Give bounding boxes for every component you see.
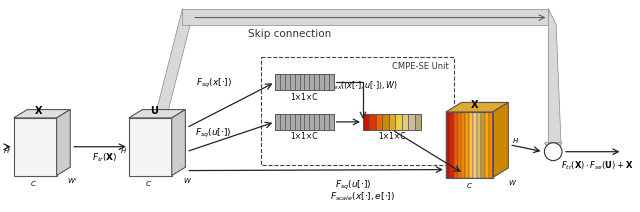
Bar	[314, 114, 319, 130]
Polygon shape	[446, 102, 508, 112]
Polygon shape	[485, 112, 489, 177]
Bar	[309, 74, 314, 90]
Text: $F_{tr}(\mathbf{X})$: $F_{tr}(\mathbf{X})$	[92, 151, 117, 164]
Polygon shape	[450, 112, 454, 177]
Polygon shape	[548, 9, 561, 143]
Bar	[319, 114, 324, 130]
Polygon shape	[493, 102, 508, 177]
Polygon shape	[172, 110, 186, 176]
Bar	[305, 74, 309, 90]
Bar	[275, 114, 333, 130]
Text: $\oplus$: $\oplus$	[547, 145, 559, 159]
Bar	[396, 114, 402, 130]
Polygon shape	[461, 112, 465, 177]
Text: $F_{sq}(x[\cdot])$: $F_{sq}(x[\cdot])$	[196, 77, 232, 90]
Text: $\mathbf{X}$: $\mathbf{X}$	[35, 104, 44, 116]
Bar	[329, 74, 333, 90]
Polygon shape	[454, 112, 458, 177]
Polygon shape	[13, 118, 56, 176]
Bar	[369, 114, 376, 130]
Text: $C$: $C$	[145, 179, 152, 188]
Text: $W'$: $W'$	[67, 176, 77, 186]
Bar	[363, 114, 422, 130]
Text: CMPE-SE Unit: CMPE-SE Unit	[392, 62, 449, 71]
Text: $H$: $H$	[120, 146, 127, 155]
Bar	[309, 114, 314, 130]
Bar	[314, 74, 319, 90]
Bar	[294, 74, 300, 90]
Polygon shape	[477, 112, 481, 177]
Bar	[324, 114, 329, 130]
Text: Skip connection: Skip connection	[248, 29, 332, 39]
Polygon shape	[13, 110, 70, 118]
Bar	[280, 114, 285, 130]
Bar	[415, 114, 422, 130]
Bar	[280, 74, 285, 90]
Bar	[363, 114, 369, 130]
Bar	[383, 114, 389, 130]
Polygon shape	[458, 112, 461, 177]
Polygon shape	[489, 112, 493, 177]
Text: $C$: $C$	[466, 181, 473, 190]
Bar	[376, 114, 383, 130]
Bar	[290, 74, 294, 90]
Text: $F_{ex}(\langle x[\cdot],u[\cdot]\rangle,W)$: $F_{ex}(\langle x[\cdot],u[\cdot]\rangle…	[328, 79, 397, 91]
Polygon shape	[473, 112, 477, 177]
Text: 1×1×C: 1×1×C	[291, 93, 318, 102]
Text: $F_{sq}(u[\cdot])$: $F_{sq}(u[\cdot])$	[195, 127, 232, 140]
Polygon shape	[545, 143, 562, 157]
Polygon shape	[129, 110, 186, 118]
Bar	[275, 114, 280, 130]
Bar	[182, 9, 548, 25]
Text: $\mathbf{U}$: $\mathbf{U}$	[150, 104, 159, 116]
Text: $W$: $W$	[183, 176, 192, 185]
Bar	[275, 74, 280, 90]
Circle shape	[545, 143, 562, 161]
Bar	[319, 74, 324, 90]
Bar	[300, 74, 305, 90]
Bar	[408, 114, 415, 130]
Polygon shape	[129, 118, 172, 176]
Text: $F_{tr}(\mathbf{X})\cdot F_{se}(\mathbf{U})+\mathbf{X}$: $F_{tr}(\mathbf{X})\cdot F_{se}(\mathbf{…	[561, 159, 634, 172]
Text: $F_{sq}(u[\cdot])$: $F_{sq}(u[\cdot])$	[335, 179, 371, 192]
Text: 1×1×C: 1×1×C	[378, 132, 406, 141]
Bar	[402, 114, 408, 130]
Bar	[294, 114, 300, 130]
Bar	[275, 74, 333, 90]
Bar	[290, 114, 294, 130]
Text: $W$: $W$	[508, 178, 517, 187]
Text: $H'$: $H'$	[3, 146, 12, 156]
Polygon shape	[481, 112, 485, 177]
Text: $C$: $C$	[29, 179, 36, 188]
Bar	[285, 74, 290, 90]
Bar	[329, 114, 333, 130]
Polygon shape	[446, 112, 450, 177]
Bar	[285, 114, 290, 130]
Polygon shape	[155, 9, 190, 116]
Polygon shape	[469, 112, 473, 177]
Bar	[305, 114, 309, 130]
Text: $F_{scale}(x[\cdot],e[\cdot])$: $F_{scale}(x[\cdot],e[\cdot])$	[330, 190, 396, 203]
Polygon shape	[465, 112, 469, 177]
Text: $\mathbf{X}$: $\mathbf{X}$	[470, 98, 479, 110]
Polygon shape	[150, 114, 170, 130]
Bar	[324, 74, 329, 90]
Text: $H$: $H$	[512, 136, 519, 145]
Text: 1×1×C: 1×1×C	[291, 132, 318, 141]
Bar	[300, 114, 305, 130]
Bar	[389, 114, 396, 130]
Polygon shape	[56, 110, 70, 176]
